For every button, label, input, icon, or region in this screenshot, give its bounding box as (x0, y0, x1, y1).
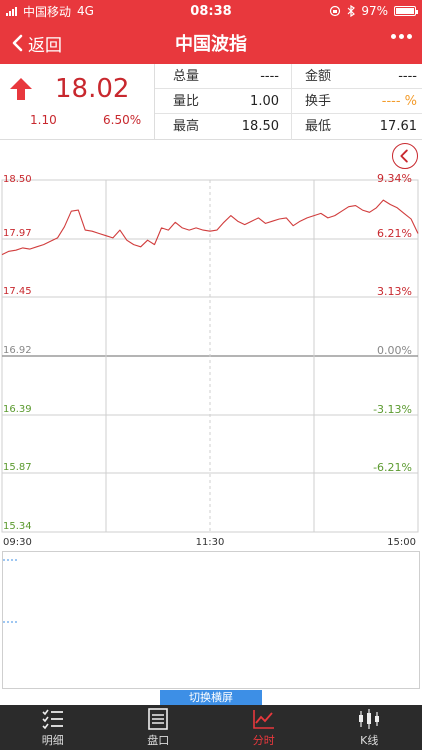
status-right: 97% (329, 4, 418, 18)
price-change-percent: 6.50% (103, 113, 142, 127)
percent-tick-label: 6.21% (377, 227, 412, 240)
battery-fill (396, 8, 414, 14)
collapse-button[interactable] (392, 143, 418, 169)
percent-tick-label: -3.13% (373, 403, 412, 416)
bluetooth-icon (347, 5, 356, 17)
total-volume-label: 总量 (173, 69, 200, 84)
tab-order-book-label: 盘口 (147, 733, 170, 747)
price-change: 1.10 (30, 113, 57, 127)
quote-fields: 总量 ---- 金额 ---- 量比 1.00 换手 ---- % 最高 18.… (155, 64, 422, 140)
chart-grid (1, 179, 419, 533)
page-title: 中国波指 (175, 34, 247, 55)
quote-panel: 18.02 1.10 6.50% 总量 ---- 金额 ---- 量比 1.00… (0, 64, 422, 140)
tab-detail-label: 明细 (41, 733, 64, 747)
quote-row: 最高 18.50 最低 17.61 (155, 114, 422, 139)
percent-tick-label: 0.00% (377, 344, 412, 357)
tab-order-book[interactable]: 盘口 (106, 705, 212, 750)
high-value: 18.50 (241, 119, 279, 134)
percent-tick-label: 9.34% (377, 172, 412, 185)
chevron-left-icon (12, 34, 23, 52)
orientation-lock-icon (330, 5, 341, 17)
price-tick-label: 15.87 (3, 462, 32, 473)
price-box: 18.02 1.10 6.50% (0, 64, 155, 140)
tab-detail[interactable]: 明细 (0, 705, 106, 750)
status-bar: 中国移动 4G 08:38 97% (0, 0, 422, 22)
volume-ratio-label: 量比 (173, 94, 200, 109)
chevron-left-circle-icon (400, 149, 408, 163)
turnover-label: 金额 (305, 69, 332, 84)
bottom-tab-bar: 明细 盘口 分时 K线 (0, 705, 422, 750)
price-tick-label: 17.45 (3, 286, 32, 297)
price-tick-label: 18.50 (3, 174, 32, 185)
price-tick-label: 16.92 (3, 345, 32, 356)
turnover-rate-label: 换手 (305, 94, 332, 109)
timeshare-chart-icon (252, 709, 274, 729)
tab-kline[interactable]: K线 (317, 705, 422, 750)
low-value: 17.61 (379, 119, 417, 134)
price-tick-label: 16.39 (3, 404, 32, 415)
status-left: 中国移动 4G (6, 3, 329, 20)
total-volume-value: ---- (260, 69, 279, 84)
timeshare-chart[interactable]: 18.50 17.97 17.45 16.92 16.39 15.87 15.34 9.34%… (0, 140, 422, 550)
list-check-icon (42, 709, 63, 729)
tab-timeshare-label: 分时 (252, 733, 275, 747)
battery-icon (394, 6, 418, 16)
switch-landscape-button[interactable]: 切换横屏 (160, 690, 262, 705)
quote-row: 总量 ---- 金额 ---- (155, 64, 422, 89)
carrier-label: 中国移动 (23, 4, 72, 19)
chart-labels: 18.50 17.97 17.45 16.92 16.39 15.87 15.34 9.34%… (3, 172, 416, 548)
last-price: 18.02 (55, 74, 130, 104)
low-label: 最低 (305, 119, 332, 134)
volume-chart (3, 559, 17, 623)
percent-tick-label: 3.13% (377, 285, 412, 298)
price-tick-label: 17.97 (3, 228, 32, 239)
time-label: 15:00 (387, 537, 416, 548)
battery-percent: 97% (361, 4, 388, 18)
high-label: 最高 (173, 119, 200, 134)
network-label: 4G (77, 4, 94, 18)
arrow-up-icon (10, 78, 32, 100)
quote-row: 量比 1.00 换手 ---- % (155, 89, 422, 114)
volume-ratio-value: 1.00 (250, 94, 279, 109)
more-dots-icon[interactable] (391, 34, 412, 39)
order-book-icon (148, 707, 169, 730)
percent-tick-label: -6.21% (373, 461, 412, 474)
tab-kline-label: K线 (360, 733, 379, 747)
chart-line-group (1, 199, 419, 256)
nav-bar: 返回 中国波指 (0, 22, 422, 64)
candlestick-icon (359, 708, 380, 729)
price-line (1, 199, 419, 256)
time-label: 09:30 (3, 537, 32, 548)
tab-timeshare[interactable]: 分时 (211, 705, 317, 750)
back-button[interactable]: 返回 (0, 31, 62, 56)
price-tick-label: 15.34 (3, 521, 32, 532)
signal-icon (6, 6, 17, 16)
time-label: 11:30 (196, 537, 225, 548)
turnover-rate-value: ---- % (381, 94, 417, 109)
volume-panel (2, 551, 420, 689)
turnover-value: ---- (398, 69, 417, 84)
back-label: 返回 (28, 35, 62, 56)
